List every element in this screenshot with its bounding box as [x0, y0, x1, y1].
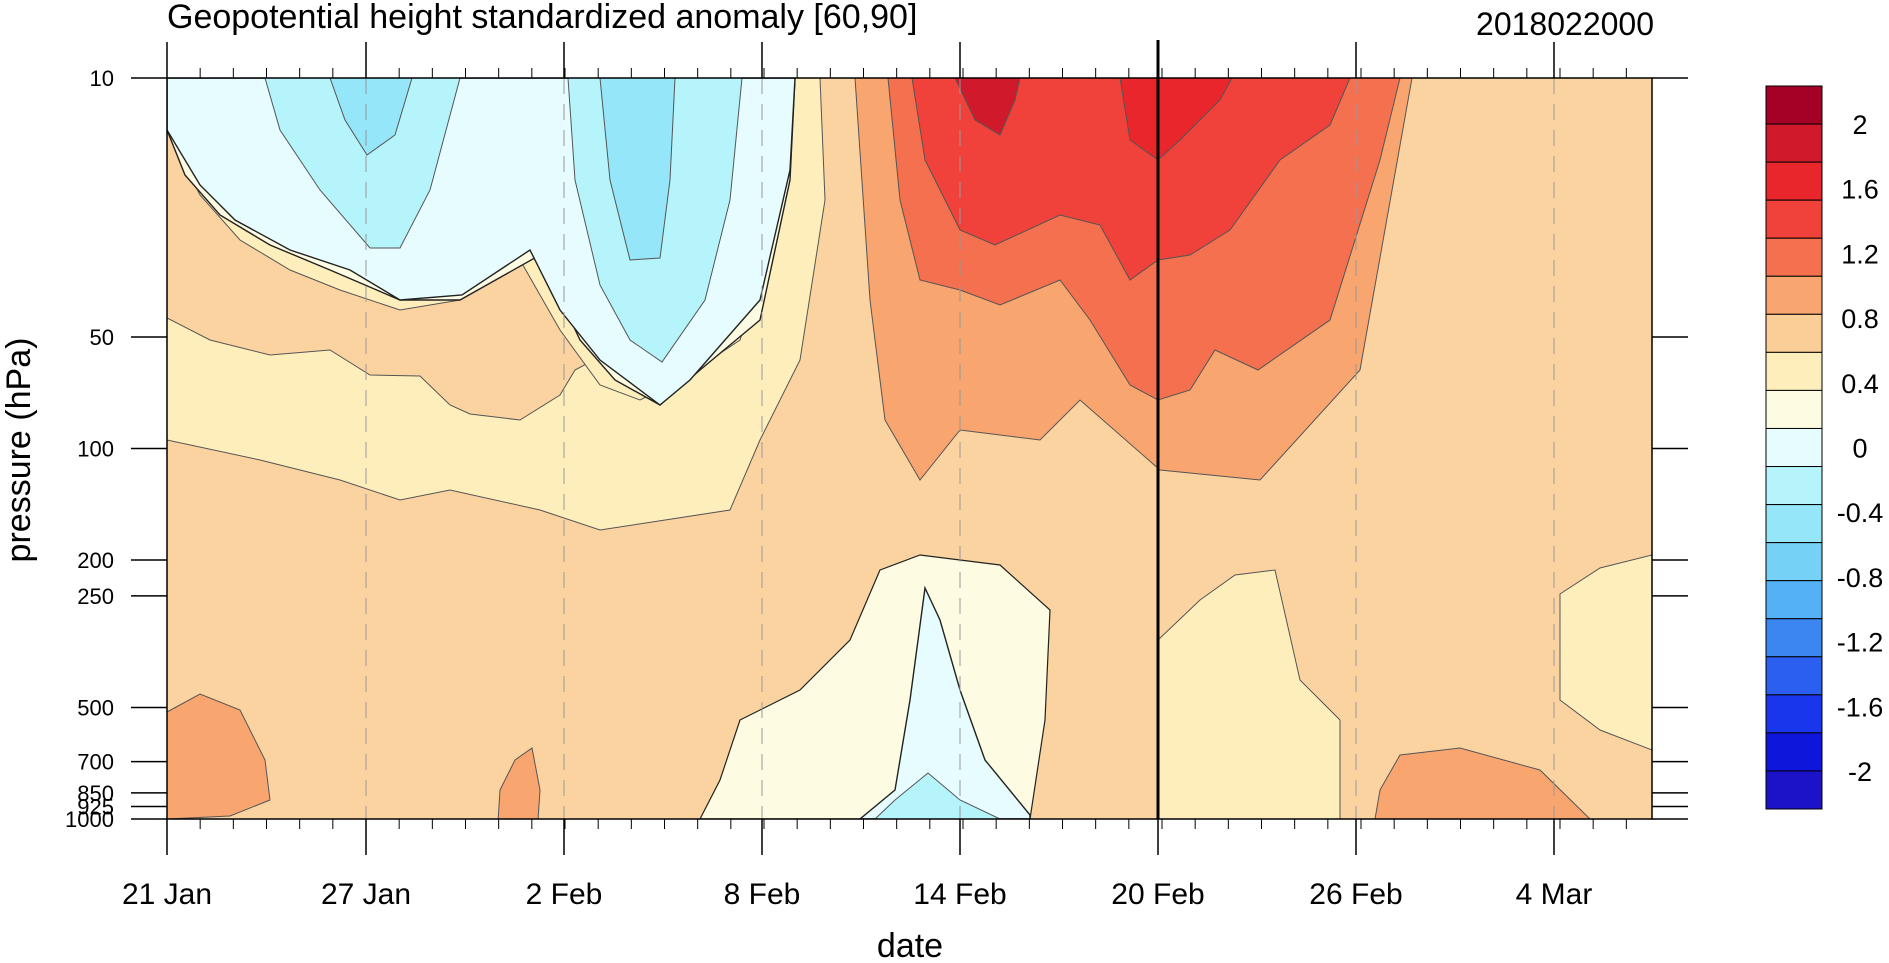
contour-cone-neg-core	[874, 772, 1001, 819]
x-tick-label: 20 Feb	[1111, 878, 1204, 911]
y-tick-label: 200	[77, 548, 114, 573]
contour-warm-top	[1119, 78, 1233, 161]
x-tick-label: 4 Mar	[1516, 878, 1593, 911]
x-tick-label: 8 Feb	[724, 878, 801, 911]
y-tick-label: 100	[77, 437, 114, 462]
y-axis-label: pressure (hPa)	[0, 338, 38, 563]
colorbar-swatch	[1765, 427, 1823, 468]
y-tick-label: 500	[77, 695, 114, 720]
plot-area	[167, 78, 1652, 819]
colorbar-swatch	[1765, 123, 1823, 163]
colorbar-swatch	[1765, 694, 1823, 734]
x-axis-label: date	[877, 927, 943, 963]
colorbar-label: 0.8	[1841, 304, 1879, 334]
colorbar-swatch	[1765, 237, 1823, 277]
chart-title: Geopotential height standardized anomaly…	[167, 0, 917, 36]
colorbar-label: -0.8	[1837, 563, 1884, 593]
y-tick-label: 1000	[65, 807, 114, 832]
y-tick-label: 10	[90, 66, 114, 91]
colorbar: 2 1.6 1.2 0.8 0.4 0 -0.4 -0.8 -1.2 -1.6 -2	[1765, 85, 1884, 810]
x-tick-label: 27 Jan	[321, 878, 411, 911]
y-tick-label: 850	[77, 781, 114, 806]
contour-pale-lower-right	[1157, 569, 1341, 819]
contour-blob-right	[1374, 747, 1591, 819]
colorbar-label: 0	[1852, 434, 1867, 464]
colorbar-label: -0.4	[1837, 498, 1884, 528]
colorbar-swatch	[1765, 580, 1823, 620]
y-tick-label: 50	[90, 325, 114, 350]
colorbar-swatch	[1765, 466, 1823, 506]
colorbar-swatch	[1765, 732, 1823, 772]
colorbar-swatch	[1765, 275, 1823, 315]
colorbar-swatch	[1765, 389, 1823, 429]
y-tick-label: 250	[77, 584, 114, 609]
colorbar-swatch	[1765, 504, 1823, 544]
colorbar-label: 1.6	[1841, 175, 1879, 205]
x-tick-label: 26 Feb	[1309, 878, 1402, 911]
x-tick-label: 2 Feb	[526, 878, 603, 911]
colorbar-swatch	[1765, 85, 1823, 125]
x-tick-label: 21 Jan	[122, 878, 212, 911]
contour-neg-jan27	[264, 78, 461, 249]
colorbar-swatch	[1765, 199, 1823, 239]
contour-pale-far-right	[1559, 554, 1652, 751]
colorbar-label: -1.2	[1837, 628, 1884, 658]
chart-date-label: 2018022000	[1476, 6, 1654, 42]
colorbar-label: -1.6	[1837, 692, 1884, 722]
colorbar-swatch	[1765, 313, 1823, 353]
colorbar-label: -2	[1848, 757, 1872, 787]
contour-cone-neg	[858, 585, 1031, 819]
colorbar-label: 0.4	[1841, 369, 1879, 399]
y-tick-label: 700	[77, 750, 114, 775]
contour-neg-feb4-core	[599, 78, 676, 261]
contour-warm-high	[911, 78, 1351, 281]
colorbar-swatch	[1765, 542, 1823, 582]
colorbar-label: 2	[1852, 110, 1867, 140]
x-tick-label: 14 Feb	[913, 878, 1006, 911]
colorbar-label: 1.2	[1841, 239, 1879, 269]
contour-blob-feb1	[497, 747, 541, 819]
y-tick-label: 925	[77, 794, 114, 819]
contour-neg-jan27-core	[329, 78, 413, 156]
x-axis-ticks: 21 Jan 27 Jan 2 Feb 8 Feb 14 Feb 20 Feb 26 Feb…	[122, 42, 1627, 911]
colorbar-swatch	[1765, 618, 1823, 658]
colorbar-swatch	[1765, 656, 1823, 696]
colorbar-swatch	[1765, 351, 1823, 391]
colorbar-swatch	[1765, 161, 1823, 201]
colorbar-swatch	[1765, 770, 1823, 810]
contour-warm-peak	[954, 78, 1021, 136]
date-gridlines	[365, 78, 1555, 819]
